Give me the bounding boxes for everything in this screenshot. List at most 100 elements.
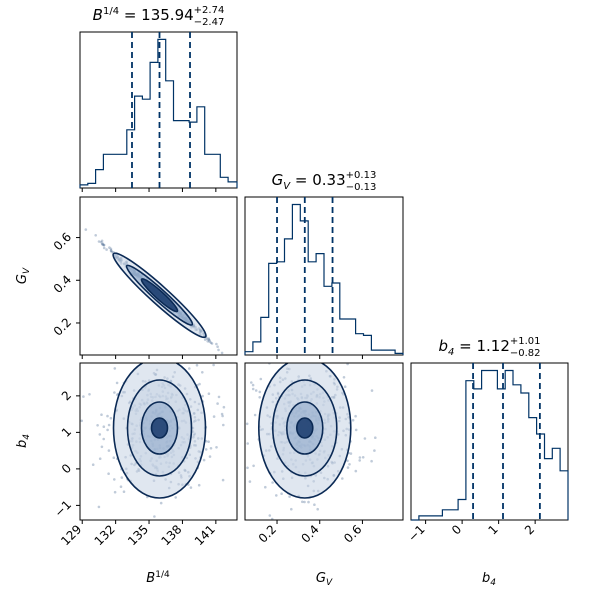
sample-point — [98, 457, 102, 461]
title-minus-B: −2.47 — [194, 17, 225, 28]
hist-frame-b4 — [410, 362, 569, 521]
sample-point — [275, 494, 278, 497]
contour-line — [150, 417, 169, 439]
sample-point — [113, 391, 116, 394]
sample-point — [264, 485, 267, 489]
sample-point — [354, 414, 357, 418]
sample-point — [370, 459, 373, 463]
sample-point — [346, 363, 349, 366]
sample-point — [88, 393, 91, 396]
sample-point — [100, 445, 104, 449]
sample-point — [201, 371, 204, 374]
sample-point — [80, 419, 83, 423]
sample-point — [227, 415, 230, 418]
sample-point — [96, 424, 99, 427]
sample-point — [115, 381, 119, 385]
sample-point — [107, 449, 111, 452]
sample-point — [208, 340, 211, 343]
contour-line — [125, 264, 194, 326]
x-tick-label: 0.2 — [256, 522, 279, 545]
sample-point — [97, 240, 101, 243]
sample-point — [203, 338, 207, 341]
sample-point — [251, 383, 255, 387]
axis-label-Gv: GV — [316, 571, 333, 588]
sample-point — [102, 243, 106, 247]
sample-point — [363, 437, 367, 440]
x-tick-label: 1 — [485, 522, 500, 537]
sample-point — [101, 243, 105, 247]
sample-point — [354, 469, 358, 473]
sample-point — [280, 492, 283, 496]
sample-point — [303, 500, 306, 504]
sample-point — [112, 456, 116, 460]
sample-point — [113, 367, 117, 370]
histogram-B — [79, 38, 238, 188]
sample-point — [370, 389, 374, 392]
sample-point — [288, 495, 291, 498]
sample-point — [120, 476, 124, 479]
sample-point — [316, 507, 320, 511]
sample-point — [297, 352, 300, 355]
sample-point — [259, 377, 263, 381]
x-tick-label: 141 — [192, 522, 218, 548]
sample-point — [107, 423, 111, 427]
sample-point — [197, 483, 201, 487]
sample-point — [258, 390, 262, 394]
sample-point — [254, 389, 258, 392]
sample-point — [109, 249, 113, 252]
sample-point — [98, 433, 102, 436]
sample-point — [209, 341, 213, 345]
sample-point — [167, 351, 170, 354]
panel-frame — [244, 362, 404, 521]
panel-B-b4 — [80, 351, 226, 518]
sample-point — [84, 228, 88, 231]
sample-point — [221, 355, 224, 358]
sample-point — [94, 234, 97, 237]
sample-point — [231, 481, 234, 484]
panel-Gv-b4 — [227, 352, 377, 527]
x-tick-label: 138 — [158, 522, 184, 548]
sample-point — [207, 392, 211, 396]
sample-point — [248, 480, 252, 483]
sample-point — [99, 240, 103, 244]
hist-frame-Gv — [244, 196, 404, 356]
sample-point — [220, 351, 224, 355]
x-tick-label: 132 — [92, 522, 118, 548]
contour-line — [112, 363, 207, 499]
x-tick-label: 0.6 — [341, 522, 364, 545]
sample-point — [293, 358, 296, 361]
sample-point — [348, 463, 351, 466]
title-minus-b4: −0.82 — [510, 348, 541, 359]
sample-point — [270, 517, 274, 520]
sample-point — [346, 466, 350, 469]
title-Gv: GV = 0.33+0.13 — [272, 170, 377, 192]
sample-point — [354, 428, 358, 432]
axis-label-b4: b4 — [15, 434, 32, 448]
sample-point — [358, 459, 362, 462]
sample-point — [208, 339, 211, 342]
sample-point — [207, 440, 210, 444]
sample-point — [102, 244, 106, 247]
histogram-b4 — [411, 369, 569, 521]
y-tick-label: 0.6 — [51, 230, 74, 253]
sample-point — [82, 395, 85, 398]
sample-point — [215, 342, 218, 346]
sample-point — [221, 478, 225, 482]
contour-line — [140, 278, 179, 313]
sample-point — [361, 456, 365, 459]
sample-point — [222, 405, 226, 409]
sample-point — [102, 246, 106, 250]
histogram-Gv — [244, 203, 404, 355]
sample-point — [106, 428, 109, 432]
sample-point — [135, 357, 138, 360]
sample-point — [198, 382, 201, 386]
contour-line — [257, 363, 352, 499]
sample-point — [250, 381, 253, 384]
y-tick-label: 0 — [59, 461, 74, 476]
sample-point — [307, 500, 310, 504]
sample-point — [207, 338, 210, 341]
sample-point — [292, 524, 295, 527]
sample-point — [263, 357, 266, 360]
contour-line — [295, 417, 314, 439]
